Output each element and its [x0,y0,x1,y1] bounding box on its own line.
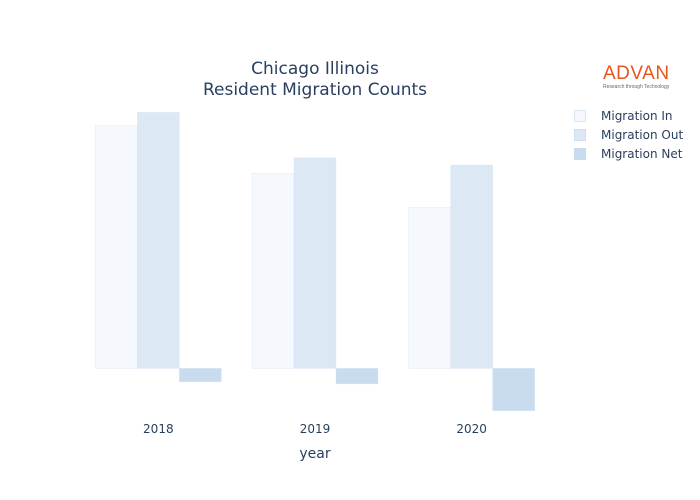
x-tick-label: 2020 [456,422,487,436]
x-tick-label: 2018 [143,422,174,436]
legend-swatch [574,128,586,141]
bar-migration-in-2019[interactable] [251,173,295,369]
chart-legend: Migration In Migration Out Migration Net [574,106,683,163]
x-tick-label: 2019 [300,422,331,436]
bar-migration-out-2018[interactable] [137,112,180,369]
legend-item-migration-in[interactable]: Migration In [574,106,683,125]
x-axis-title: year [299,446,331,462]
advan-logo: ADVAN Research through Technology [603,63,670,91]
legend-swatch [574,109,586,122]
bar-migration-in-2018[interactable] [95,125,138,369]
bar-migration-net-2019[interactable] [335,368,379,385]
logo-wordmark: ADVAN [603,63,670,84]
legend-label: Migration In [601,108,673,123]
legend-swatch [574,147,586,160]
bar-migration-out-2019[interactable] [293,157,337,369]
bar-migration-net-2018[interactable] [179,368,222,383]
bar-migration-in-2020[interactable] [408,207,451,369]
legend-label: Migration Net [601,146,683,161]
legend-item-migration-out[interactable]: Migration Out [574,125,683,144]
legend-label: Migration Out [601,127,684,142]
bar-migration-net-2020[interactable] [492,368,535,411]
chart-title: Chicago Illinois [251,59,379,79]
chart-subtitle: Resident Migration Counts [202,80,428,100]
logo-tagline: Research through Technology [603,84,670,90]
legend-item-migration-net[interactable]: Migration Net [574,144,683,163]
bar-migration-out-2020[interactable] [450,164,493,369]
